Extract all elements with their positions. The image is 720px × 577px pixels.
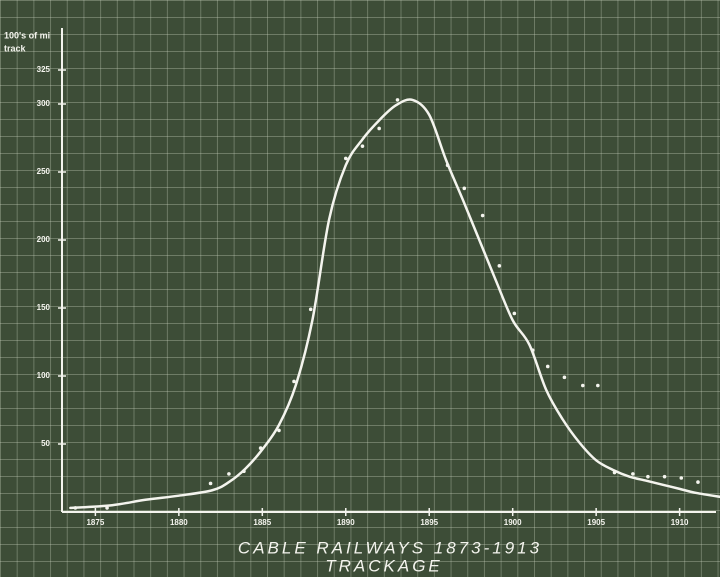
x-tick-label: 1890 [337, 518, 355, 527]
y-tick-label: 50 [41, 439, 50, 448]
data-point [546, 365, 550, 369]
x-tick-label: 1900 [504, 518, 522, 527]
y-tick-label: 250 [37, 167, 51, 176]
data-point [679, 476, 683, 480]
y-tick-label: 300 [37, 99, 51, 108]
data-point [396, 98, 400, 102]
data-point [498, 264, 502, 268]
x-tick-label: 1880 [170, 518, 188, 527]
data-point [361, 144, 365, 148]
y-tick-label: 200 [37, 235, 51, 244]
data-point [462, 187, 466, 191]
data-point [631, 472, 635, 476]
y-axis-label: track [4, 43, 27, 53]
data-point [242, 469, 246, 473]
y-tick-label: 325 [37, 65, 51, 74]
trend-curve [70, 100, 720, 508]
data-point [613, 471, 617, 475]
data-point [513, 312, 517, 316]
data-point [563, 376, 567, 380]
data-point [74, 506, 78, 510]
y-tick-label: 150 [37, 303, 51, 312]
x-tick-label: 1895 [420, 518, 438, 527]
chart: 100's of mi track CABLE RAILWAYS 1873-19… [0, 0, 720, 577]
data-point [344, 157, 348, 161]
data-point [696, 480, 700, 484]
data-point [663, 475, 667, 479]
data-point [581, 384, 585, 388]
x-tick-label: 1905 [587, 518, 605, 527]
y-axis-label: 100's of mi [4, 30, 50, 40]
data-point [481, 214, 485, 218]
data-point [105, 506, 109, 510]
data-point [377, 127, 381, 131]
data-point [292, 380, 296, 384]
data-point [596, 384, 600, 388]
data-point [227, 472, 231, 476]
data-point [531, 348, 535, 352]
data-point [309, 308, 313, 312]
data-point [277, 429, 281, 433]
chart-subtitle: TRACKAGE [325, 556, 443, 575]
data-point [259, 446, 263, 450]
data-point [646, 475, 650, 479]
chart-title: CABLE RAILWAYS 1873-1913 [238, 538, 542, 557]
y-tick-label: 100 [37, 371, 51, 380]
chalkboard: 100's of mi track CABLE RAILWAYS 1873-19… [0, 0, 720, 577]
data-point [446, 163, 450, 167]
x-tick-label: 1875 [86, 518, 104, 527]
x-tick-label: 1885 [253, 518, 271, 527]
data-point [209, 482, 213, 486]
x-tick-label: 1910 [671, 518, 689, 527]
